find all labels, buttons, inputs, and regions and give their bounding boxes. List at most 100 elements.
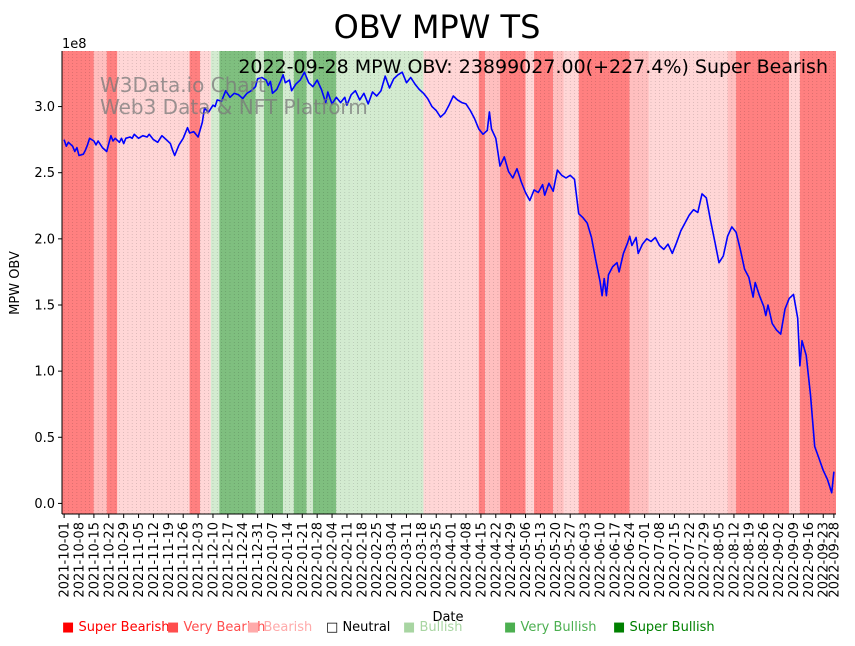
regime-band-bullish <box>353 51 424 514</box>
regime-band-super-bearish <box>189 51 201 514</box>
y-tick-label: 0.5 <box>34 431 55 446</box>
regime-band-bullish <box>210 51 220 514</box>
x-tick-label: 2021-10-15 <box>87 522 102 598</box>
regime-band-bearish <box>93 51 107 514</box>
x-tick-label: 2021-10-29 <box>117 522 132 598</box>
x-tick-label: 2022-05-20 <box>549 522 564 598</box>
signal-legend: ■ Super Bearish ■ Very Bearish ■ Bearish… <box>0 620 855 640</box>
y-tick-label: 2.0 <box>34 232 55 247</box>
regime-band-bearish <box>553 51 564 514</box>
x-tick-label: 2021-11-19 <box>162 522 177 598</box>
latest-value-annotation: 2022-09-28 MPW OBV: 23899027.00(+227.4%)… <box>238 56 828 78</box>
x-tick-label: 2022-03-04 <box>385 522 400 598</box>
x-tick-label: 2022-02-11 <box>340 522 355 598</box>
x-tick-label: 2022-01-14 <box>281 522 296 598</box>
regime-band-neutral <box>117 51 190 514</box>
x-tick-label: 2022-09-02 <box>772 522 787 598</box>
x-tick-label: 2022-08-26 <box>757 522 772 598</box>
regime-bands <box>62 51 836 514</box>
legend-label: Very Bullish <box>520 620 597 635</box>
x-tick-label: 2022-09-23 <box>817 522 832 598</box>
x-tick-label: 2021-10-08 <box>73 522 88 598</box>
legend-marker: ■ <box>247 620 260 635</box>
chart-title: OBV MPW TS <box>334 8 541 46</box>
legend-marker: ■ <box>62 620 75 635</box>
legend-label: Neutral <box>342 620 391 635</box>
x-tick-label: 2022-06-17 <box>608 522 623 598</box>
x-tick-label: 2022-06-03 <box>579 522 594 598</box>
legend-item-super-bullish: ■ Super Bullish <box>613 620 715 635</box>
regime-band-bullish <box>283 51 294 514</box>
x-tick-label: 2022-06-10 <box>593 522 608 598</box>
x-tick-label: 2022-02-25 <box>370 522 385 598</box>
x-tick-label: 2022-05-27 <box>564 522 579 598</box>
legend-item-bullish: ■ Bullish <box>403 620 462 635</box>
x-tick-label: 2022-07-29 <box>698 522 713 598</box>
legend-label: Super Bearish <box>78 620 170 635</box>
series-layer <box>63 71 835 494</box>
regime-band-neutral <box>563 51 579 514</box>
legend-marker: ■ <box>403 620 416 635</box>
legend-marker: ■ <box>504 620 517 635</box>
x-tick-label: 2022-09-16 <box>802 522 817 598</box>
x-tick-label: 2022-02-18 <box>355 522 370 598</box>
legend-label: Bullish <box>419 620 463 635</box>
x-tick-label: 2021-12-03 <box>192 522 207 598</box>
x-tick-label: 2022-09-09 <box>787 522 802 598</box>
watermark-line-2: Web3 Data & NFT Platform <box>100 95 368 119</box>
y-tick-label: 3.0 <box>34 100 55 115</box>
regime-band-neutral <box>200 51 211 514</box>
x-tick-label: 2022-03-18 <box>415 522 430 598</box>
x-tick-label: 2021-12-10 <box>206 522 221 598</box>
x-tick-label: 2022-07-01 <box>638 522 653 598</box>
x-tick-label: 2022-09-28 <box>827 522 842 598</box>
x-axis-label: Date <box>432 610 463 625</box>
y-ticks: 0.0 0.5 1.0 1.5 2.0 2.5 3.0 <box>34 100 62 512</box>
regime-band-neutral <box>423 51 479 514</box>
legend-item-very-bullish: ■ Very Bullish <box>504 620 597 635</box>
x-tick-label: 2022-01-28 <box>311 522 326 598</box>
regime-band-neutral <box>525 51 535 514</box>
regime-band-neutral <box>648 51 728 514</box>
regime-band-super-bearish <box>106 51 118 514</box>
regime-band-very-bullish <box>293 51 307 514</box>
regime-band-bearish <box>485 51 501 514</box>
regime-band-very-bullish <box>312 51 337 514</box>
regime-band-bullish <box>255 51 265 514</box>
x-tick-label: 2021-10-22 <box>102 522 117 598</box>
regime-band-super-bearish <box>736 51 790 514</box>
legend-marker: □ <box>326 620 339 635</box>
legend-label: Bearish <box>263 620 313 635</box>
regime-band-bullish <box>336 51 354 514</box>
x-tick-label: 2021-11-12 <box>147 522 162 598</box>
x-tick-label: 2022-07-08 <box>653 522 668 598</box>
legend-item-super-bearish: ■ Super Bearish <box>62 620 170 635</box>
legend-label: Very Bearish <box>183 620 266 635</box>
regime-band-bearish <box>727 51 737 514</box>
x-tick-label: 2021-11-05 <box>132 522 147 598</box>
y-tick-label: 0.0 <box>34 497 55 512</box>
y-tick-label: 2.5 <box>34 166 55 181</box>
x-ticks: 2021-10-01 2021-10-08 2021-10-15 2021-10-22… <box>58 514 842 598</box>
regime-band-super-bearish <box>478 51 486 514</box>
x-tick-label: 2022-04-01 <box>445 522 460 598</box>
x-tick-label: 2022-04-08 <box>460 522 475 598</box>
regime-band-super-bearish <box>62 51 94 514</box>
x-tick-label: 2022-08-19 <box>742 522 757 598</box>
regime-band-super-bearish <box>534 51 554 514</box>
x-tick-label: 2022-01-07 <box>266 522 281 598</box>
legend-item-neutral: □ Neutral <box>326 620 390 635</box>
regime-band-very-bullish <box>264 51 284 514</box>
series-line-obv <box>63 71 835 494</box>
legend-item-bearish: ■ Bearish <box>247 620 312 635</box>
x-tick-label: 2022-05-13 <box>534 522 549 598</box>
y-axis-label: MPW OBV <box>8 251 23 315</box>
x-tick-label: 2022-05-06 <box>519 522 534 598</box>
regime-band-bearish <box>629 51 649 514</box>
watermark-line-1: W3Data.io Chart <box>100 73 266 97</box>
x-tick-label: 2022-06-24 <box>623 522 638 598</box>
regime-band-bullish <box>306 51 313 514</box>
x-tick-label: 2022-07-15 <box>668 522 683 598</box>
regime-band-very-bullish <box>219 51 256 514</box>
